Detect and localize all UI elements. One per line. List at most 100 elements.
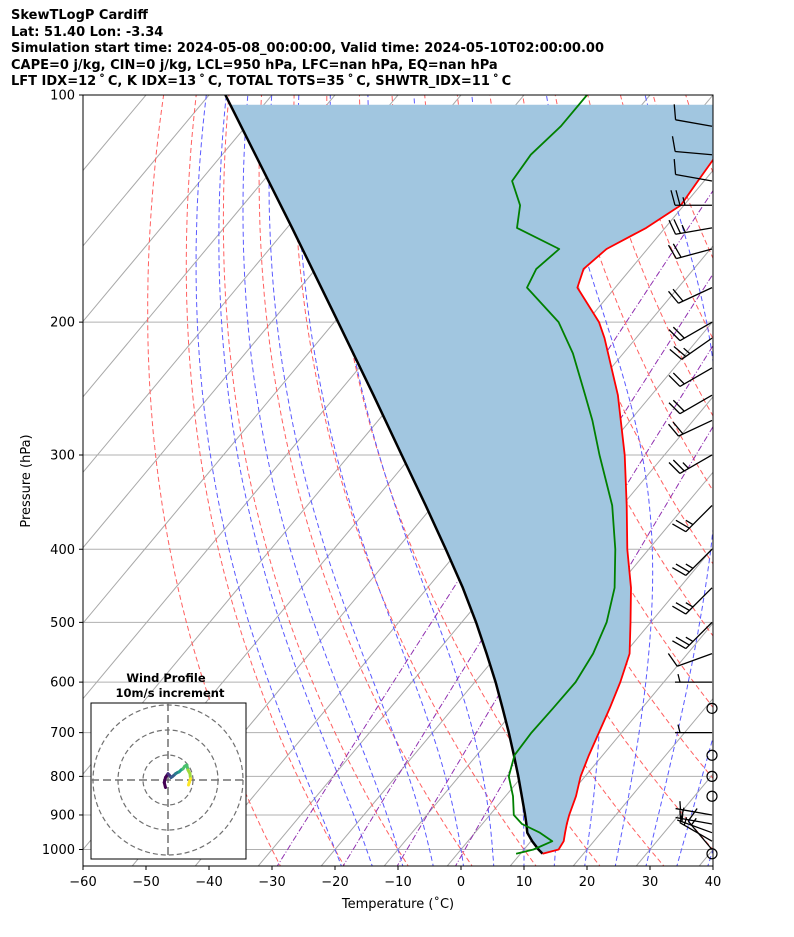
dry-adiabat-line [258,95,473,866]
x-tick-label: −30 [258,875,285,890]
barb-full-flag [675,519,690,529]
dry-adiabat-line [713,78,794,868]
barb-staff [675,816,713,825]
mixing-ratio-line [342,273,713,866]
moist-adiabat-line [676,735,713,866]
moist-adiabat-line [545,95,654,866]
x-axis-label: Temperature (˚C) [341,896,454,912]
barb-full-flag [668,219,677,235]
barb-staff [685,505,713,533]
barb-full-flag [673,104,677,120]
barb-full-flag [672,567,687,576]
x-tick-label: −10 [384,875,411,890]
x-tick-label: −50 [132,875,159,890]
barb-full-flag [667,244,677,259]
wind-barb [671,136,713,156]
barb-full-flag [668,423,679,437]
isotherm-line [572,697,713,866]
dry-adiabat-line [185,95,345,866]
dry-adiabat-line [522,95,713,565]
y-tick-label: 800 [50,770,75,785]
wind-barb [667,652,713,667]
y-tick-label: 500 [50,616,75,631]
barb-full-flag [687,808,698,822]
barb-half-flag [679,801,682,810]
barb-staff [678,419,713,437]
y-tick-label: 600 [50,676,75,691]
wind-barb [668,321,713,342]
wind-barb [675,724,712,734]
y-tick-label: 300 [50,448,75,463]
wind-barb [673,159,713,182]
barb-full-flag [675,602,690,612]
wind-barb [672,587,713,615]
barb-staff [679,822,713,842]
barb-full-flag [668,290,679,304]
wind-barb [668,287,713,304]
wind-barb [677,813,713,834]
dry-adiabat-line [222,95,409,866]
barb-staff [685,548,713,576]
barb-full-flag [675,636,690,646]
barb-full-flag [667,653,678,667]
barb-half-flag [685,563,694,569]
wind-barb [668,367,713,387]
barb-staff [679,321,713,342]
barb-half-flag [690,817,697,826]
barb-staff [675,119,713,127]
barb-half-flag [682,462,690,469]
calm-wind-circle [706,770,718,782]
parcel-profile-line [224,95,544,855]
chart-title: SkewTLogP Cardiff [11,8,148,23]
y-tick-label: 200 [50,316,75,331]
y-tick-label: 900 [50,808,75,823]
barb-full-flag [673,159,677,175]
barb-full-flag [668,402,681,415]
barb-staff [675,173,713,182]
wind-barb [672,505,713,533]
dry-adiabat-line [554,95,713,492]
barb-full-flag [672,523,687,533]
x-tick-label: −60 [69,875,96,890]
isotherm-line [83,95,84,96]
isotherm-line [760,78,794,868]
barb-half-flag [683,817,688,826]
wind-barb [670,190,712,206]
barb-full-flag [668,329,681,342]
barb-half-flag [681,224,687,233]
barb-half-flag [677,724,681,733]
x-tick-label: 40 [705,875,722,890]
barb-full-flag [672,459,685,472]
x-tick-label: −20 [321,875,348,890]
isotherm-line [509,622,713,866]
barb-staff [679,454,713,475]
x-tick-label: −40 [195,875,222,890]
isotherm-line [320,396,713,866]
wind-barb [706,790,718,802]
barb-staff [679,367,713,387]
wind-barb [668,394,713,415]
barb-full-flag [672,399,685,412]
barb-half-flag [685,636,694,643]
barb-full-flag [672,421,684,435]
wind-barb [667,243,713,260]
wind-barb [672,621,713,650]
moist-adiabat-line [242,95,404,866]
wind-barb [706,770,718,782]
barb-staff [677,652,713,667]
isotherm-line [83,95,336,398]
chart-header: SkewTLogP Cardiff Lat: 51.40 Lon: -3.34 … [11,8,604,91]
barb-full-flag [670,190,676,206]
dry-adiabat-line [685,95,713,174]
dry-adiabat-line [424,95,713,780]
barb-full-flag [672,605,687,615]
barb-full-flag [669,348,683,360]
wind-barbs [667,104,718,860]
barb-half-flag [677,673,681,683]
barb-full-flag [673,345,687,357]
hodograph-title: Wind Profile [126,671,206,685]
barb-half-flag [682,197,686,206]
barb-full-flag [675,563,690,573]
